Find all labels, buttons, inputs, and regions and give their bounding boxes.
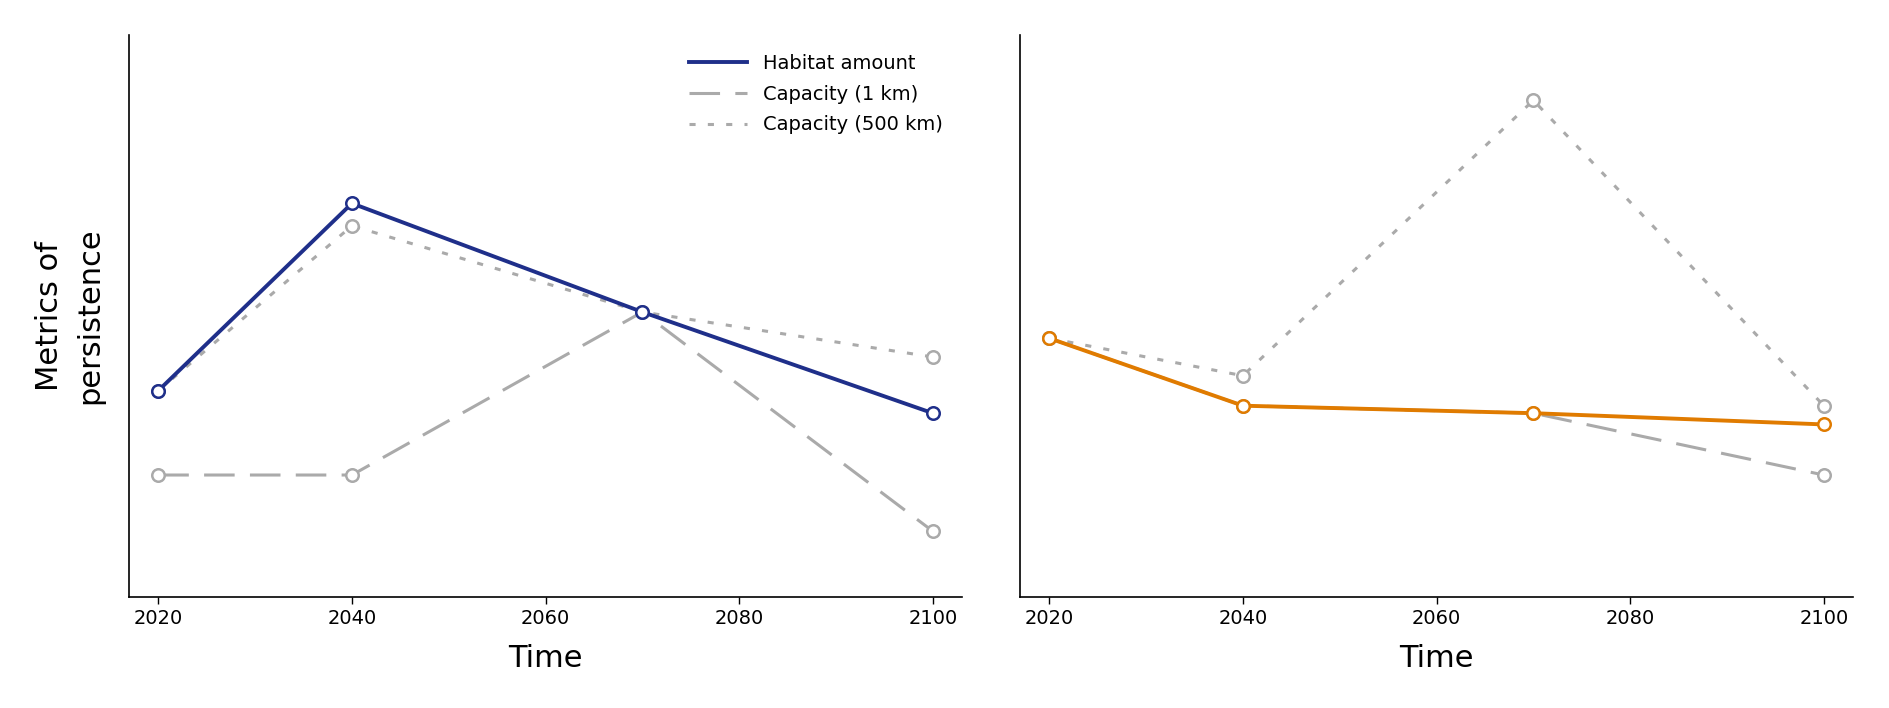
Legend: Habitat amount, Capacity (1 km), Capacity (500 km): Habitat amount, Capacity (1 km), Capacit…: [678, 45, 952, 144]
Y-axis label: Metrics of
persistence: Metrics of persistence: [34, 227, 104, 404]
X-axis label: Time: Time: [1400, 644, 1473, 673]
X-axis label: Time: Time: [508, 644, 584, 673]
